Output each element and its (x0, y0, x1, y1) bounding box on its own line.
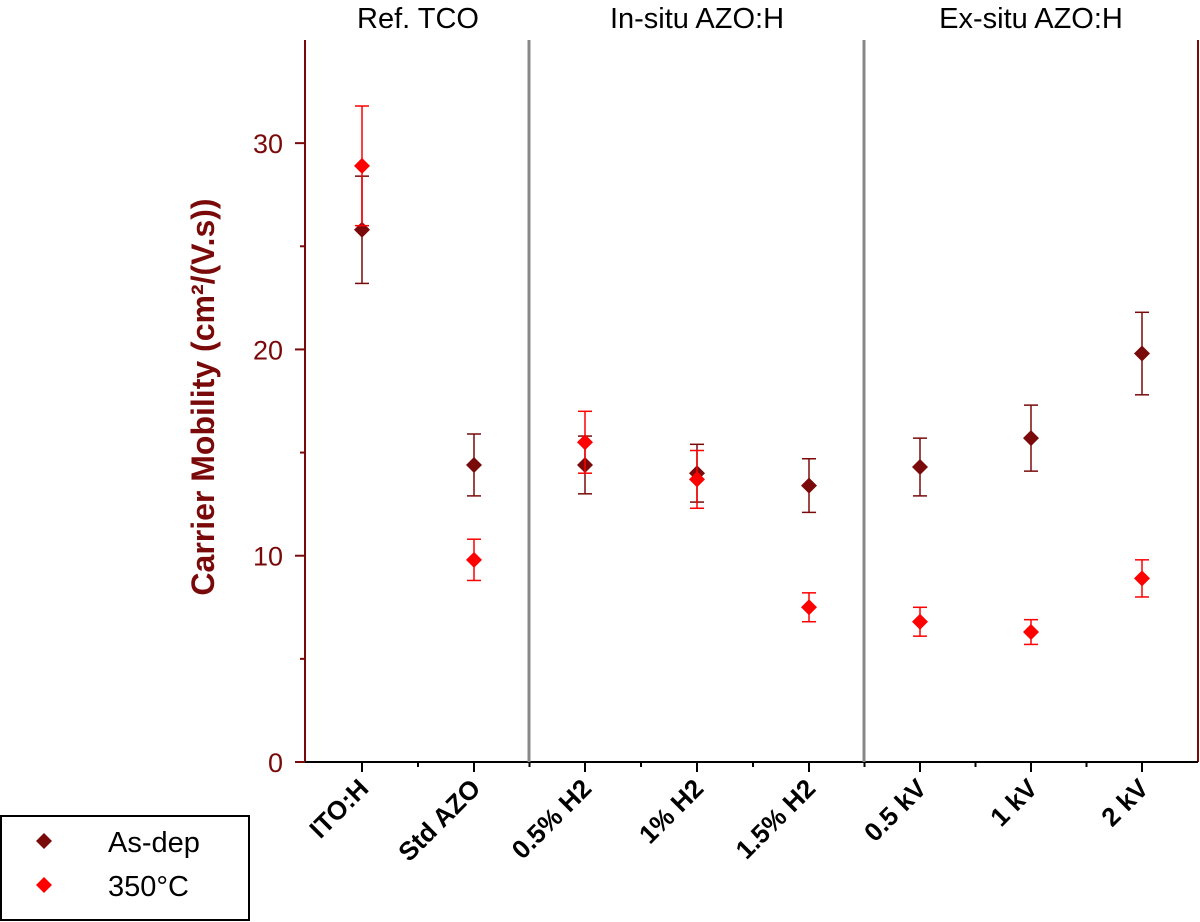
x-tick-label-7: 2 kV (1095, 773, 1154, 832)
x-tick-label-1: Std AZO (392, 773, 486, 867)
x-tick-label-3: 1% H2 (633, 773, 709, 849)
x-tick-label-5: 0.5 kV (858, 773, 933, 848)
y-tick-label-20: 20 (253, 335, 283, 365)
x-tick-label-0: ITO:H (303, 773, 374, 844)
data-point-as-dep-6 (1023, 430, 1039, 447)
data-point-as-dep-1 (466, 456, 482, 473)
legend-label-as-dep: As-dep (108, 827, 200, 859)
y-axis: 0 10 20 30 (253, 129, 305, 778)
legend-marker-350c (36, 877, 52, 893)
y-tick-label-0: 0 (268, 748, 283, 778)
legend-box (0, 815, 250, 921)
data-point-as-dep-4 (801, 477, 817, 494)
x-tick-label-2: 0.5% H2 (506, 773, 598, 865)
group-label-in-situ: In-situ AZO:H (610, 3, 784, 35)
x-tick-label-4: 1.5% H2 (730, 773, 822, 865)
data-point-350-c-4 (801, 599, 817, 616)
data-point-350-c-2 (577, 434, 593, 451)
data-point-350-c-5 (912, 613, 928, 630)
x-tick-label-6: 1 kV (984, 773, 1043, 832)
data-point-as-dep-7 (1134, 345, 1150, 362)
group-label-ex-situ: Ex-situ AZO:H (939, 3, 1123, 35)
y-tick-label-10: 10 (253, 542, 283, 572)
y-tick-label-30: 30 (253, 129, 283, 159)
legend-label-350c: 350°C (108, 871, 189, 903)
data-point-350-c-7 (1134, 570, 1150, 587)
legend: As-dep 350°C (0, 815, 250, 921)
data-point-350-c-3 (689, 471, 705, 488)
data-point-350-c-0 (354, 157, 370, 174)
data-point-as-dep-5 (912, 459, 928, 476)
data-marks (354, 105, 1150, 646)
y-axis-title: Carrier Mobility (cm²/(V.s)) (185, 198, 221, 595)
group-label-ref-tco: Ref. TCO (357, 3, 479, 35)
data-point-350-c-1 (466, 551, 482, 568)
data-point-350-c-6 (1023, 624, 1039, 641)
x-axis: ITO:H Std AZO 0.5% H2 1% H2 1.5% H2 0.5 kV 1 k… (303, 762, 1155, 867)
legend-marker-as-dep (36, 833, 52, 849)
